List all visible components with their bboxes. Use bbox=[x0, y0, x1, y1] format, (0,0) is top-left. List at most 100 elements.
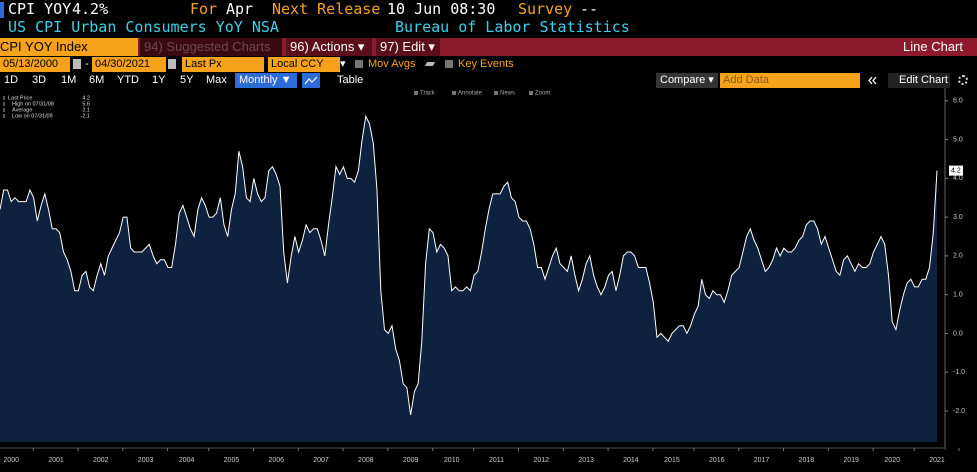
compare-button[interactable]: Compare ▾ bbox=[656, 73, 718, 88]
collapse-glyph bbox=[868, 76, 877, 85]
x-tick-label: 2019 bbox=[843, 457, 859, 464]
range-button[interactable]: 3D bbox=[32, 74, 47, 86]
chart-icon[interactable] bbox=[302, 73, 320, 88]
chart: 6.0 5.0 4.0 3.0 2.0 1.0 0.0 -1.0 -2.0 4.2 2000 2001… bbox=[0, 88, 965, 472]
area-fill bbox=[0, 116, 937, 443]
range-button[interactable]: 1M bbox=[61, 74, 77, 86]
collapse-icon[interactable] bbox=[866, 73, 880, 88]
chart-tool[interactable]: Zoom bbox=[535, 91, 550, 97]
y-tick-label: 0.0 bbox=[953, 330, 963, 337]
tool-icon bbox=[414, 91, 418, 95]
last-value: 4.2% bbox=[72, 0, 109, 18]
legend-value: -2.1 bbox=[81, 113, 90, 119]
focus-bar bbox=[0, 2, 4, 18]
chart-tool[interactable]: Track bbox=[420, 91, 436, 97]
calendar-icon[interactable] bbox=[73, 59, 81, 69]
key-events[interactable]: Key Events bbox=[458, 58, 514, 70]
x-tick-label: 2013 bbox=[578, 457, 594, 464]
x-tick-label: 2002 bbox=[93, 457, 109, 464]
y-tick-label: 2.0 bbox=[953, 253, 963, 260]
y-tick-label: -2.0 bbox=[953, 408, 965, 415]
start-date[interactable]: 05/13/2000 bbox=[0, 57, 70, 72]
pencil-icon[interactable] bbox=[424, 62, 436, 66]
legend-label: Low on 07/31/09 bbox=[12, 113, 53, 119]
y-tick-label: 6.0 bbox=[953, 98, 963, 105]
icon-line bbox=[304, 76, 318, 85]
range-button[interactable]: YTD bbox=[117, 74, 139, 86]
currency-select[interactable]: Local CCY bbox=[268, 57, 340, 72]
calendar-icon[interactable] bbox=[168, 59, 176, 69]
period-label: For bbox=[190, 0, 218, 18]
icon-line bbox=[868, 76, 873, 85]
x-tick-label: 2001 bbox=[48, 457, 64, 464]
y-tick-label: 1.0 bbox=[953, 292, 963, 299]
x-tick-label: 2010 bbox=[444, 457, 460, 464]
x-tick-label: 2004 bbox=[179, 457, 195, 464]
range-button[interactable]: Max bbox=[206, 74, 227, 86]
x-tick-label: 2016 bbox=[709, 457, 725, 464]
legend-label: High on 07/31/08 bbox=[12, 101, 54, 107]
y-tick-label: 3.0 bbox=[953, 214, 963, 221]
last-value-tag bbox=[949, 165, 963, 176]
survey-value: -- bbox=[580, 0, 599, 18]
x-tick-label: 2005 bbox=[224, 457, 240, 464]
y-tick-label: 5.0 bbox=[953, 136, 963, 143]
chart-tool[interactable]: Annotate bbox=[458, 91, 483, 97]
settings-icon[interactable] bbox=[958, 75, 968, 85]
tool-icon bbox=[452, 91, 456, 95]
chart-tool[interactable]: News bbox=[500, 91, 515, 97]
x-tick-label: 2003 bbox=[138, 457, 154, 464]
legend-label: Last Price bbox=[8, 95, 32, 101]
edit-chart-button[interactable]: Edit Chart bbox=[888, 73, 950, 88]
suggested-charts[interactable]: 94) Suggested Charts bbox=[140, 38, 282, 56]
legend-value: 4.2 bbox=[82, 95, 90, 101]
x-tick-label: 2021 bbox=[929, 457, 945, 464]
range-button[interactable]: 1Y bbox=[152, 74, 166, 86]
edit-menu[interactable]: 97) Edit ▾ bbox=[376, 38, 440, 56]
legend-value: 5.6 bbox=[82, 101, 90, 107]
field-select[interactable]: Last Px bbox=[182, 57, 264, 72]
chart-type[interactable]: Line Chart bbox=[903, 39, 963, 54]
range-button[interactable]: 1D bbox=[4, 74, 19, 86]
x-tick-label: 2000 bbox=[3, 457, 19, 464]
x-tick-label: 2007 bbox=[313, 457, 329, 464]
release-label: Next Release bbox=[272, 0, 381, 18]
checkbox[interactable] bbox=[355, 60, 363, 68]
legend-label: Average bbox=[12, 107, 32, 113]
date-dash: - bbox=[85, 58, 89, 70]
release-value: 10 Jun 08:30 bbox=[387, 0, 496, 18]
checkbox[interactable] bbox=[445, 60, 453, 68]
y-tick-label: -1.0 bbox=[953, 369, 965, 376]
x-tick-label: 2012 bbox=[534, 457, 550, 464]
period-select[interactable]: Monthly ▼ bbox=[235, 73, 297, 88]
table-button[interactable]: Table bbox=[337, 74, 364, 86]
y-tick-label: 4.0 bbox=[953, 175, 963, 182]
tool-icon bbox=[494, 91, 498, 95]
x-tick-label: 2011 bbox=[489, 457, 504, 464]
mov-avgs[interactable]: Mov Avgs bbox=[368, 58, 416, 70]
tool-icon bbox=[529, 91, 533, 95]
source: Bureau of Labor Statistics bbox=[395, 18, 630, 36]
range-button[interactable]: 6M bbox=[89, 74, 105, 86]
period-value: Apr bbox=[226, 0, 254, 18]
description: US CPI Urban Consumers YoY NSA bbox=[8, 18, 279, 36]
ticker: CPI YOY bbox=[8, 0, 72, 18]
currency-arrow[interactable]: ▾ bbox=[340, 58, 346, 70]
x-tick-label: 2009 bbox=[403, 457, 419, 464]
x-tick-label: 2015 bbox=[664, 457, 680, 464]
x-tick-label: 2006 bbox=[268, 457, 284, 464]
security-input[interactable]: CPI YOY Index bbox=[0, 38, 138, 56]
x-tick-label: 2008 bbox=[358, 457, 374, 464]
end-date[interactable]: 04/30/2021 bbox=[92, 57, 166, 72]
x-tick-label: 2014 bbox=[623, 457, 639, 464]
actions-menu[interactable]: 96) Actions ▾ bbox=[286, 38, 372, 56]
range-button[interactable]: 5Y bbox=[180, 74, 194, 86]
x-tick-label: 2020 bbox=[884, 457, 900, 464]
last-value-label: 4.2 bbox=[951, 167, 961, 174]
series-line bbox=[0, 114, 938, 415]
x-axis-strip bbox=[0, 448, 945, 472]
add-data-input[interactable]: Add Data bbox=[720, 73, 860, 88]
survey-label: Survey bbox=[518, 0, 573, 18]
legend-value: 2.1 bbox=[82, 107, 90, 113]
